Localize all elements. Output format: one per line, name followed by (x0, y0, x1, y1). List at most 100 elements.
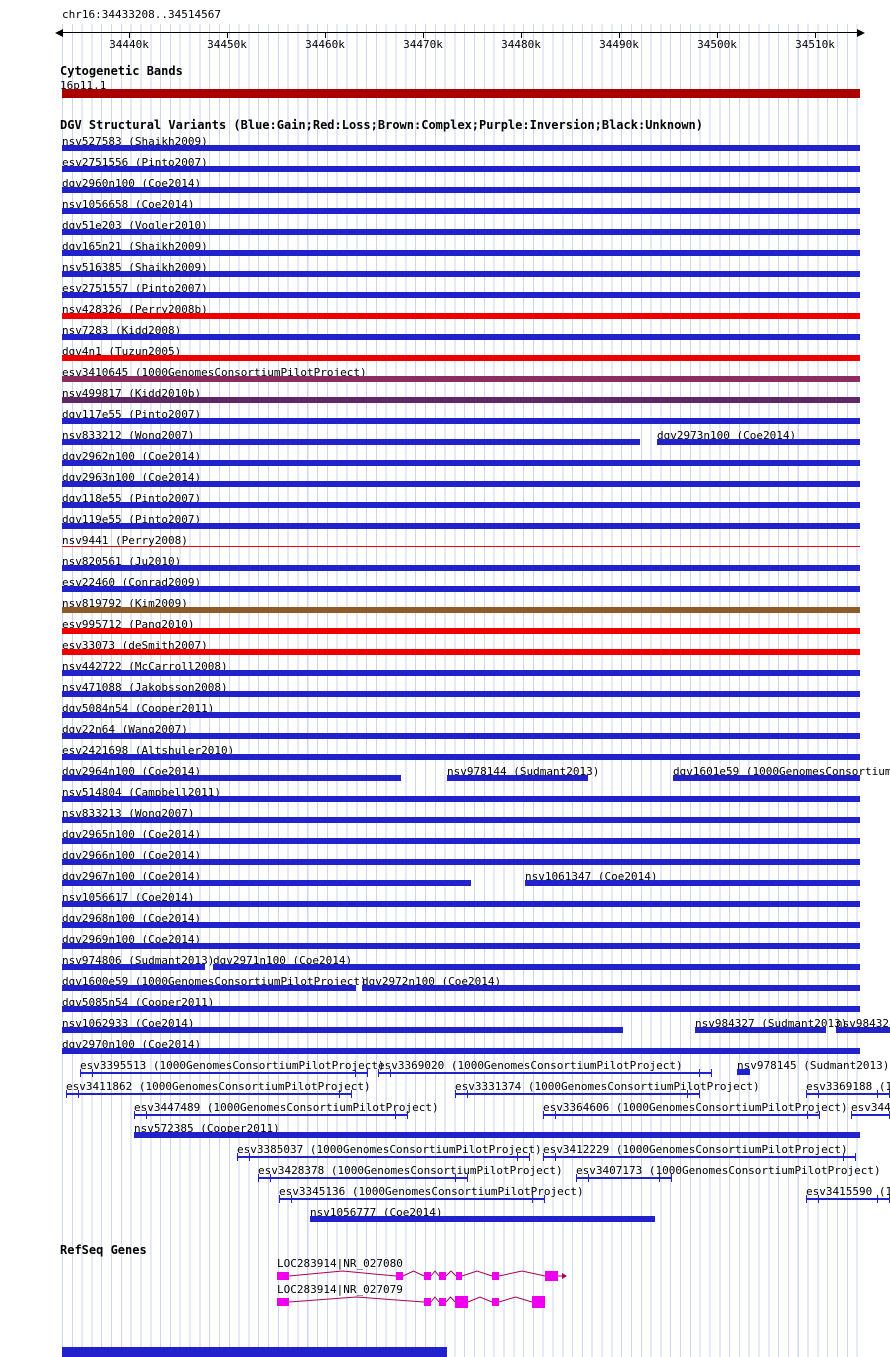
variant-bar-tick[interactable] (237, 1153, 238, 1161)
variant-bar-tick[interactable] (819, 1111, 820, 1119)
variant-bar-tick[interactable] (279, 1195, 280, 1203)
variant-bar-tick[interactable] (258, 1174, 259, 1182)
variant-bar-tick[interactable] (355, 1069, 356, 1077)
variant-bar[interactable] (62, 397, 860, 403)
variant-bar[interactable] (62, 775, 401, 781)
variant-bar-tick[interactable] (529, 1153, 530, 1161)
variant-bar[interactable] (279, 1198, 545, 1200)
variant-bar[interactable] (62, 418, 860, 424)
variant-bar[interactable] (62, 943, 860, 949)
variant-bar[interactable] (62, 565, 860, 571)
variant-bar-tick[interactable] (576, 1174, 577, 1182)
variant-bar-tick[interactable] (687, 1090, 688, 1098)
variant-bar[interactable] (62, 460, 860, 466)
variant-bar-tick[interactable] (367, 1069, 368, 1077)
variant-bar[interactable] (576, 1177, 672, 1179)
variant-bar[interactable] (62, 985, 356, 991)
variant-bar[interactable] (525, 880, 860, 886)
variant-bar-tick[interactable] (855, 1153, 856, 1161)
variant-bar[interactable] (695, 1027, 826, 1033)
variant-bar[interactable] (62, 670, 860, 676)
variant-bar-tick[interactable] (544, 1195, 545, 1203)
variant-bar[interactable] (80, 1072, 368, 1074)
variant-bar-tick[interactable] (807, 1111, 808, 1119)
variant-bar-tick[interactable] (390, 1069, 391, 1077)
variant-bar[interactable] (806, 1093, 890, 1095)
variant-bar[interactable] (62, 880, 471, 886)
variant-bar-tick[interactable] (711, 1069, 712, 1077)
variant-bar[interactable] (62, 334, 860, 340)
variant-bar-tick[interactable] (378, 1069, 379, 1077)
variant-bar[interactable] (657, 439, 860, 445)
variant-bar-tick[interactable] (134, 1111, 135, 1119)
variant-bar-tick[interactable] (555, 1111, 556, 1119)
variant-bar[interactable] (62, 208, 860, 214)
variant-bar[interactable] (378, 1072, 712, 1074)
variant-bar[interactable] (62, 376, 860, 382)
variant-bar-tick[interactable] (455, 1090, 456, 1098)
variant-bar[interactable] (62, 166, 860, 172)
variant-bar[interactable] (836, 1027, 890, 1033)
variant-bar[interactable] (543, 1156, 856, 1158)
variant-bar-tick[interactable] (659, 1174, 660, 1182)
variant-bar-tick[interactable] (818, 1195, 819, 1203)
variant-bar[interactable] (851, 1114, 890, 1116)
variant-bar-tick[interactable] (699, 1090, 700, 1098)
variant-bar[interactable] (62, 546, 860, 547)
variant-bar-tick[interactable] (532, 1195, 533, 1203)
variant-bar[interactable] (258, 1177, 468, 1179)
variant-bar[interactable] (62, 1347, 447, 1357)
gene-model[interactable] (273, 1266, 571, 1286)
variant-bar[interactable] (62, 607, 860, 613)
variant-bar-tick[interactable] (467, 1090, 468, 1098)
variant-bar-tick[interactable] (555, 1153, 556, 1161)
variant-bar-tick[interactable] (66, 1090, 67, 1098)
variant-bar[interactable] (62, 292, 860, 298)
variant-bar[interactable] (62, 691, 860, 697)
variant-bar[interactable] (62, 313, 860, 319)
variant-bar[interactable] (673, 775, 860, 781)
variant-bar[interactable] (62, 859, 860, 865)
cytoband-bar[interactable] (62, 89, 860, 98)
variant-bar-tick[interactable] (339, 1090, 340, 1098)
variant-bar[interactable] (62, 229, 860, 235)
variant-bar[interactable] (62, 439, 640, 445)
variant-bar[interactable] (62, 754, 860, 760)
variant-bar-tick[interactable] (291, 1195, 292, 1203)
variant-bar[interactable] (62, 901, 860, 907)
variant-bar[interactable] (62, 1006, 860, 1012)
variant-bar-tick[interactable] (671, 1174, 672, 1182)
variant-bar-tick[interactable] (249, 1153, 250, 1161)
variant-bar[interactable] (237, 1156, 530, 1158)
variant-bar[interactable] (447, 775, 588, 781)
variant-bar-tick[interactable] (818, 1090, 819, 1098)
variant-bar-tick[interactable] (92, 1069, 93, 1077)
variant-bar[interactable] (362, 985, 860, 991)
variant-bar[interactable] (455, 1093, 700, 1095)
variant-bar[interactable] (66, 1093, 352, 1095)
variant-bar-tick[interactable] (543, 1111, 544, 1119)
variant-bar-tick[interactable] (407, 1111, 408, 1119)
variant-bar[interactable] (62, 922, 860, 928)
variant-bar[interactable] (62, 187, 860, 193)
variant-bar[interactable] (134, 1132, 860, 1138)
variant-bar[interactable] (62, 964, 205, 970)
variant-bar-tick[interactable] (351, 1090, 352, 1098)
variant-bar-tick[interactable] (395, 1111, 396, 1119)
variant-bar[interactable] (806, 1198, 890, 1200)
variant-bar-tick[interactable] (146, 1111, 147, 1119)
variant-bar-tick[interactable] (877, 1195, 878, 1203)
variant-bar[interactable] (62, 523, 860, 529)
variant-bar-tick[interactable] (806, 1195, 807, 1203)
variant-bar[interactable] (62, 733, 860, 739)
variant-bar-tick[interactable] (455, 1174, 456, 1182)
variant-bar[interactable] (62, 1027, 623, 1033)
variant-bar[interactable] (62, 586, 860, 592)
variant-bar[interactable] (134, 1114, 408, 1116)
variant-bar[interactable] (62, 712, 860, 718)
variant-bar[interactable] (62, 796, 860, 802)
variant-bar-tick[interactable] (467, 1174, 468, 1182)
variant-bar-tick[interactable] (78, 1090, 79, 1098)
variant-bar-tick[interactable] (588, 1174, 589, 1182)
variant-bar-tick[interactable] (877, 1090, 878, 1098)
